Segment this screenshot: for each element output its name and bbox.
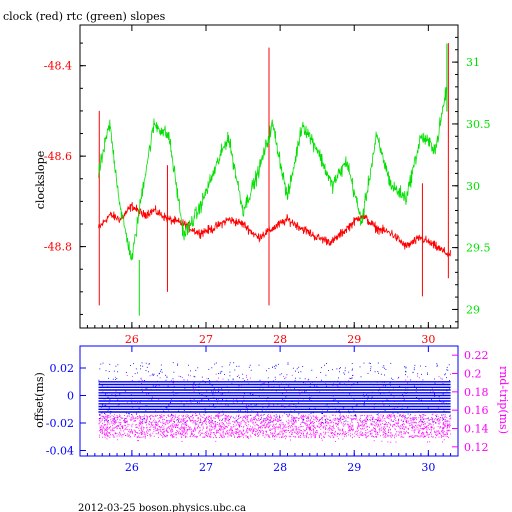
rtc-axis-tick-label: 30.5	[466, 118, 491, 131]
rtc-axis: 29 29.5 30 30.5 31	[452, 36, 491, 323]
top-x-tick-label: 30	[421, 333, 435, 346]
offset-axis-tick-label: 0.02	[50, 362, 75, 375]
rtc-axis-tick-label: 29.5	[466, 242, 491, 255]
footer-text: 2012-03-25 boson.physics.ubc.ca	[78, 503, 246, 512]
chart-title: clock (red) rtc (green) slopes	[3, 10, 166, 23]
rndtrip-axis-tick-label: 0.16	[464, 404, 489, 417]
offset-points-sparse	[98, 362, 451, 424]
bottom-x-tick-label: 27	[199, 461, 213, 474]
rtc-axis-tick-label: 29	[466, 303, 480, 316]
offset-axis-label: offset(ms)	[33, 372, 46, 428]
clock-axis: -48.4 -48.6 -48.8	[44, 42, 86, 315]
rndtrip-axis-tick-label: 0.22	[464, 349, 489, 362]
top-y-axis-label: clockslope	[34, 151, 47, 209]
rndtrip-axis-tick-label: 0.12	[464, 441, 489, 454]
bottom-plot-frame	[79, 345, 459, 457]
bottom-chart: 0.020-0.02-0.04 0.220.20.180.160.140.12 …	[33, 345, 510, 474]
bottom-x-tick-label: 28	[273, 461, 287, 474]
rndtrip-axis: 0.22 0.2 0.18 0.16 0.14 0.12	[452, 349, 489, 454]
clock-axis-tick-label: -48.4	[44, 60, 72, 73]
bottom-x-tick-label: 29	[347, 461, 361, 474]
rtc-axis-tick-label: 30	[466, 180, 480, 193]
rndtrip-points-dense	[98, 414, 452, 439]
bottom-x-axis: 26 27 28 29 30	[86, 346, 452, 474]
top-plot-frame	[79, 24, 459, 329]
clock-axis-tick-label: -48.6	[44, 150, 72, 163]
clock-axis-tick-label: -48.8	[44, 241, 72, 254]
offset-points-dense	[98, 381, 451, 413]
top-x-tick-label: 27	[199, 333, 213, 346]
offset-axis-tick-label: -0.04	[46, 445, 74, 458]
rndtrip-axis-tick-label: 0.18	[464, 386, 489, 399]
top-chart: -48.4 -48.6 -48.8 29 29.5 30 30.5 31 26 27 28 29 3…	[34, 24, 491, 346]
rtc-axis-tick-label: 31	[466, 56, 480, 69]
clock-series-line	[98, 201, 451, 257]
rtc-series-line	[98, 86, 448, 261]
top-x-tick-label: 28	[273, 333, 287, 346]
bottom-scatter-group	[98, 362, 452, 443]
bottom-x-tick-label: 30	[421, 461, 435, 474]
bottom-x-tick-label: 26	[125, 461, 139, 474]
top-x-axis: 26 27 28 29 30	[86, 25, 452, 346]
offset-axis: 0.02 0 -0.02 -0.04	[46, 362, 86, 458]
offset-axis-tick-label: 0	[67, 390, 74, 403]
offset-axis-tick-label: -0.02	[46, 417, 74, 430]
top-x-tick-label: 26	[125, 333, 139, 346]
rndtrip-axis-label: rnd-trip(ms)	[497, 366, 510, 434]
rndtrip-axis-tick-label: 0.14	[464, 423, 489, 436]
rndtrip-axis-tick-label: 0.2	[464, 368, 482, 381]
top-x-tick-label: 29	[347, 333, 361, 346]
top-series-group	[98, 43, 451, 316]
